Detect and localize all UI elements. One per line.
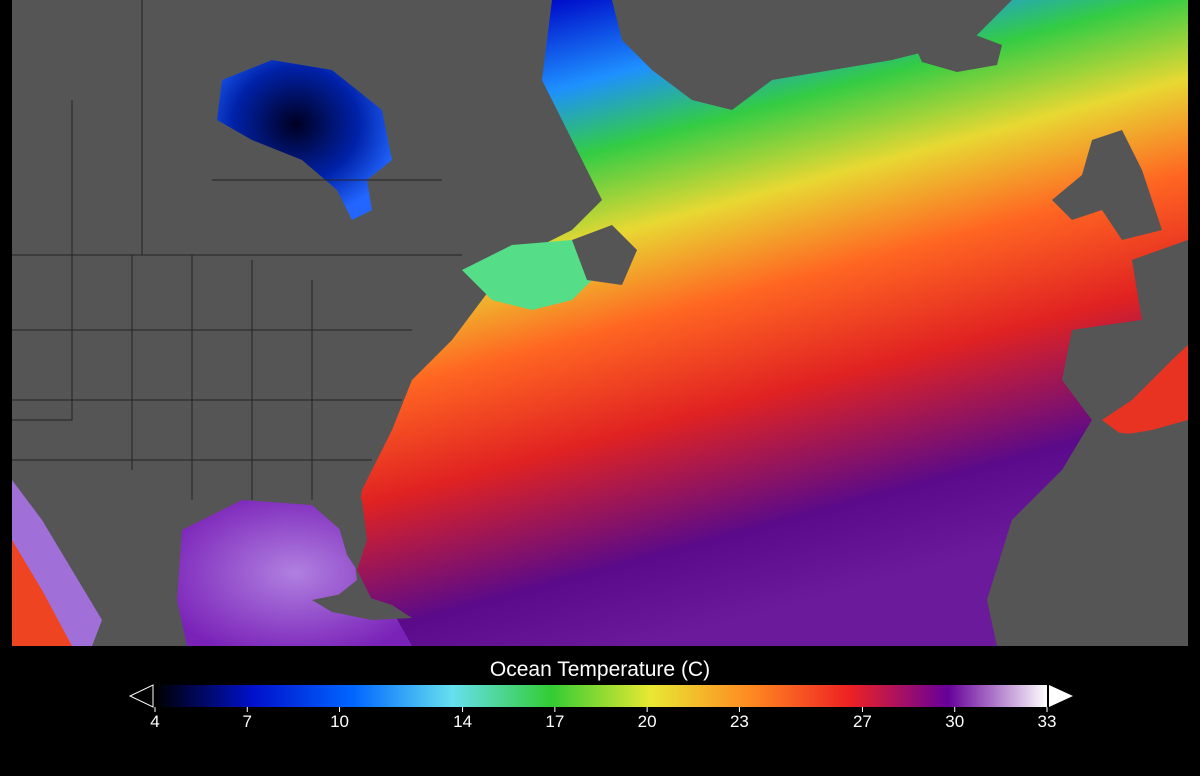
gulf-of-california (12, 480, 102, 646)
atlantic-ocean (352, 0, 1188, 646)
colorbar-tick-label: 14 (453, 712, 473, 731)
political-borders (12, 0, 462, 500)
gulf-of-st-lawrence (462, 240, 602, 310)
colorbar-tick-label: 7 (242, 712, 252, 731)
newfoundland (572, 225, 637, 285)
colorbar-title: Ocean Temperature (C) (489, 658, 711, 681)
colorbar-graphic (128, 684, 1073, 712)
map-graphic (12, 0, 1188, 646)
europe (1067, 240, 1188, 420)
africa (987, 420, 1188, 646)
ocean-temperature-map (12, 0, 1188, 646)
cuba (312, 592, 412, 620)
colorbar-tick-label: 10 (330, 712, 349, 731)
colorbar-low-extend-triangle (128, 684, 154, 708)
colorbar-tick-label: 17 (545, 712, 565, 731)
colorbar-tick-label: 33 (1037, 712, 1057, 731)
florida (312, 490, 367, 570)
iceland (912, 30, 1002, 72)
colorbar-tick-label: 27 (852, 712, 872, 731)
colorbar-high-extend-triangle (1049, 685, 1073, 707)
colorbar-legend: Ocean Temperature (C) 4 7 10 14 17 20 23 27 30 33 (0, 646, 1200, 776)
pacific-strip (12, 540, 72, 646)
colorbar-tick-label: 20 (637, 712, 657, 731)
british-isles (1052, 130, 1162, 240)
hudson-bay (217, 60, 392, 220)
greenland (612, 0, 1012, 110)
colorbar-bar (155, 685, 1047, 707)
mediterranean-sea (1102, 345, 1188, 435)
colorbar-tick-label: 23 (729, 712, 749, 731)
colorbar-ticks (154, 707, 1048, 712)
colorbar-tick-label: 4 (150, 712, 160, 731)
colorbar-tick-label: 30 (945, 712, 965, 731)
